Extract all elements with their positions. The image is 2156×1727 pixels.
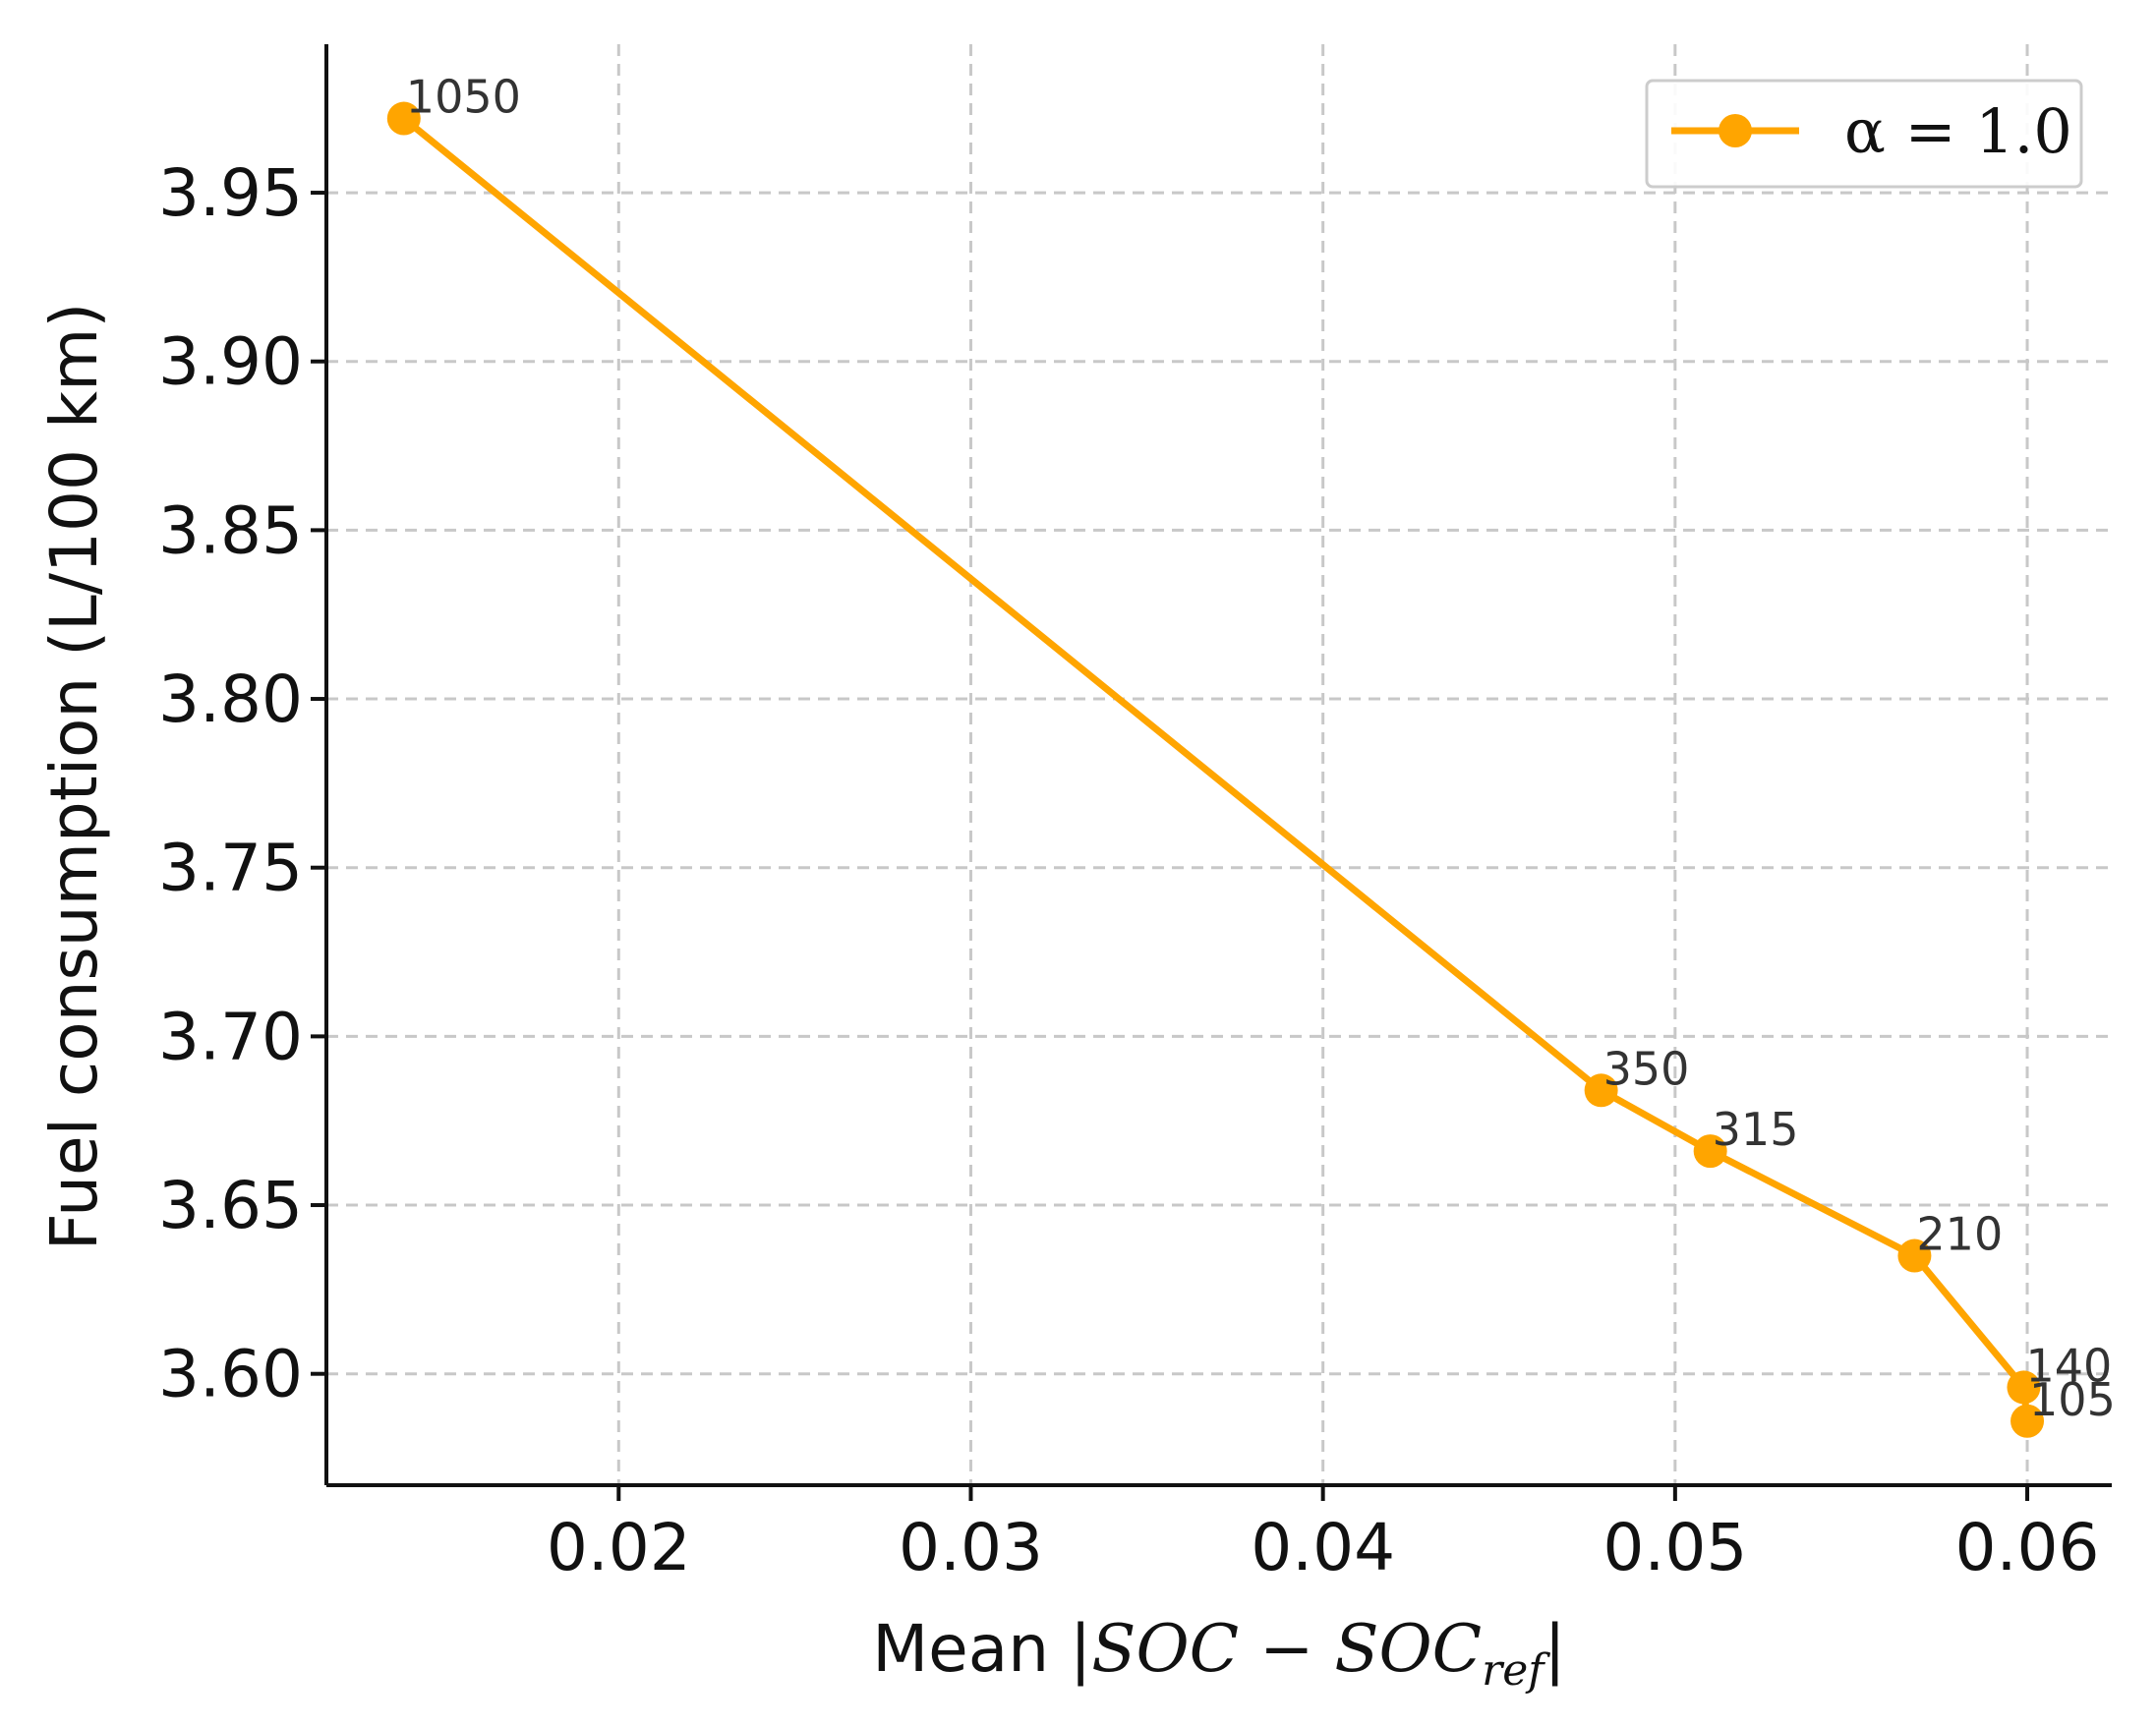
x-tick-label: 0.05: [1602, 1510, 1747, 1585]
data-point-label: 350: [1603, 1042, 1690, 1095]
legend: α = 1.0: [1645, 79, 2083, 189]
series-layer: [386, 101, 2045, 1438]
data-point: [2007, 1370, 2041, 1405]
grid-layer: [326, 44, 2112, 1485]
series-line: [401, 115, 2031, 1422]
y-tick-label: 3.70: [158, 999, 303, 1074]
y-axis-label: Fuel consumption (L/100 km): [36, 303, 112, 1250]
data-point: [1897, 1238, 1932, 1273]
data-point: [2010, 1404, 2045, 1438]
x-tick-label: 0.06: [1955, 1510, 2100, 1585]
x-ticks: 0.02 0.03 0.04 0.05 0.06: [547, 1485, 2100, 1585]
x-axis-label: Mean |SOC − SOCref|: [872, 1611, 1566, 1696]
data-point: [1693, 1134, 1727, 1169]
x-tick-label: 0.04: [1251, 1510, 1395, 1585]
data-point-label: 315: [1713, 1103, 1799, 1156]
legend-box: [1645, 79, 2083, 189]
y-tick-label: 3.80: [158, 662, 303, 737]
legend-label: α = 1.0: [1844, 95, 2072, 167]
data-point-label: 210: [1916, 1208, 2003, 1261]
y-tick-label: 3.65: [158, 1168, 303, 1243]
legend-swatch-marker: [1719, 114, 1752, 147]
y-tick-label: 3.85: [158, 492, 303, 568]
x-tick-label: 0.02: [547, 1510, 691, 1585]
y-tick-label: 3.95: [158, 155, 303, 231]
y-tick-label: 3.75: [158, 831, 303, 906]
y-tick-label: 3.60: [158, 1337, 303, 1412]
data-point: [1584, 1073, 1618, 1108]
data-point-label: 1050: [406, 71, 521, 124]
data-point: [386, 101, 421, 136]
data-point-label: 105: [2029, 1373, 2116, 1426]
y-tick-label: 3.90: [158, 324, 303, 400]
data-point-label: 140: [2025, 1339, 2112, 1392]
x-tick-label: 0.03: [899, 1510, 1043, 1585]
y-ticks: 3.60 3.65 3.70 3.75 3.80 3.85 3.90 3.95: [158, 155, 326, 1412]
axes: [324, 44, 2112, 1487]
